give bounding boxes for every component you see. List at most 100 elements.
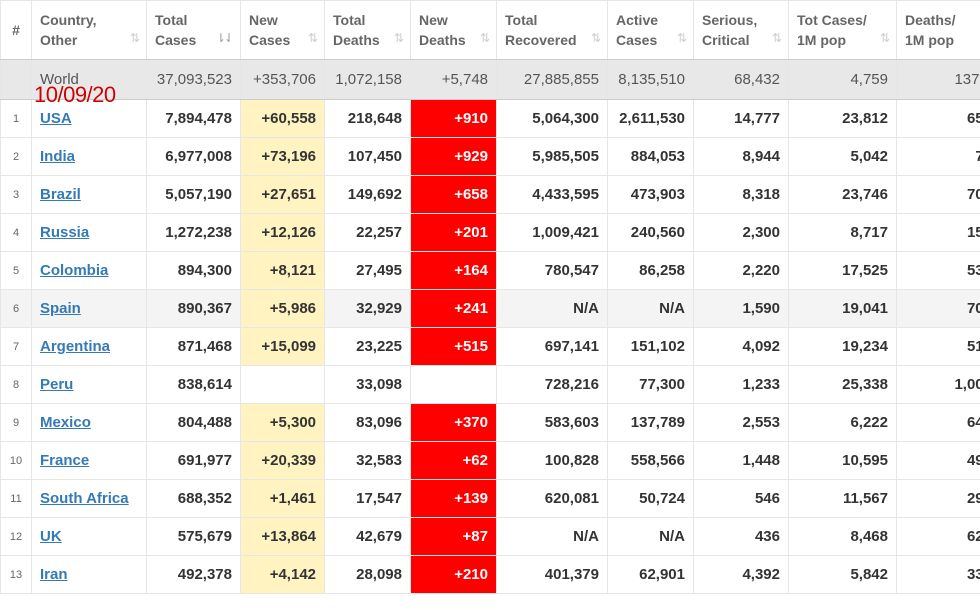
table-row: 6 Spain 890,367 +5,986 32,929 +241 N/A N/A 1,590… bbox=[0, 289, 980, 328]
cases-per-million-cell: 10,595 bbox=[788, 441, 897, 480]
world-label: World bbox=[40, 71, 79, 88]
deaths-per-million-cell: 152 bbox=[896, 213, 980, 252]
total-deaths-cell: 32,929 bbox=[324, 289, 411, 328]
col-header-cases-per-million[interactable]: Tot Cases/ 1M pop ⇅ bbox=[788, 0, 897, 60]
country-cell: UK bbox=[31, 517, 147, 556]
new-cases-cell: +15,099 bbox=[240, 327, 325, 366]
active-cases-cell: 137,789 bbox=[607, 403, 694, 442]
sort-icon[interactable]: ⇅ bbox=[393, 31, 404, 45]
country-link[interactable]: Brazil bbox=[40, 186, 81, 203]
cases-per-million-cell: 25,338 bbox=[788, 365, 897, 404]
table-row: 7 Argentina 871,468 +15,099 23,225 +515 697,14… bbox=[0, 327, 980, 366]
col-header-active-cases[interactable]: Active Cases ⇅ bbox=[607, 0, 694, 60]
country-link[interactable]: Russia bbox=[40, 224, 90, 241]
cases-per-million-cell: 4,759 bbox=[788, 59, 897, 100]
rank-cell: 5 bbox=[0, 251, 32, 290]
country-cell: Russia bbox=[31, 213, 147, 252]
country-link[interactable]: Mexico bbox=[40, 414, 91, 431]
active-cases-cell: 558,566 bbox=[607, 441, 694, 480]
country-cell: World bbox=[31, 59, 147, 100]
new-cases-cell: +12,126 bbox=[240, 213, 325, 252]
col-header-new-cases[interactable]: New Cases ⇅ bbox=[240, 0, 325, 60]
new-cases-cell: +13,864 bbox=[240, 517, 325, 556]
country-link[interactable]: Iran bbox=[40, 566, 68, 583]
serious-critical-cell: 2,300 bbox=[693, 213, 789, 252]
total-recovered-cell: 5,064,300 bbox=[496, 99, 608, 138]
cases-per-million-cell: 19,234 bbox=[788, 327, 897, 366]
col-header-total-deaths[interactable]: Total Deaths ⇅ bbox=[324, 0, 411, 60]
total-cases-cell: 7,894,478 bbox=[146, 99, 241, 138]
new-cases-cell bbox=[240, 365, 325, 404]
rank-cell: 8 bbox=[0, 365, 32, 404]
total-recovered-cell: N/A bbox=[496, 289, 608, 328]
new-cases-cell: +8,121 bbox=[240, 251, 325, 290]
col-header-new-deaths[interactable]: New Deaths ⇅ bbox=[410, 0, 497, 60]
country-cell: Mexico bbox=[31, 403, 147, 442]
sort-icon[interactable]: ⇅ bbox=[590, 31, 601, 45]
sort-icon[interactable]: ⇅ bbox=[879, 31, 890, 45]
sort-icon[interactable]: ⇅ bbox=[307, 31, 318, 45]
active-cases-cell: N/A bbox=[607, 289, 694, 328]
cases-per-million-cell: 17,525 bbox=[788, 251, 897, 290]
deaths-per-million-cell: 1,000 bbox=[896, 365, 980, 404]
deaths-per-million-cell: 295 bbox=[896, 479, 980, 518]
country-link[interactable]: Peru bbox=[40, 376, 74, 393]
active-cases-cell: 86,258 bbox=[607, 251, 694, 290]
new-cases-cell: +1,461 bbox=[240, 479, 325, 518]
col-header-country[interactable]: Country, Other ⇅ bbox=[31, 0, 147, 60]
country-link[interactable]: Colombia bbox=[40, 262, 109, 279]
table-row: 8 Peru 838,614 33,098 728,216 77,300 1,233 25,3… bbox=[0, 365, 980, 404]
col-header-total-recovered[interactable]: Total Recovered ⇅ bbox=[496, 0, 608, 60]
total-cases-cell: 871,468 bbox=[146, 327, 241, 366]
total-cases-cell: 37,093,523 bbox=[146, 59, 241, 100]
col-header-rank[interactable]: # bbox=[0, 0, 32, 60]
cases-per-million-cell: 6,222 bbox=[788, 403, 897, 442]
country-link[interactable]: USA bbox=[40, 110, 72, 127]
table-row: 4 Russia 1,272,238 +12,126 22,257 +201 1,009,4… bbox=[0, 213, 980, 252]
new-deaths-cell: +210 bbox=[410, 555, 497, 594]
sort-desc-icon[interactable]: ⇂⇃ bbox=[215, 31, 234, 45]
country-cell: South Africa bbox=[31, 479, 147, 518]
total-deaths-cell: 32,583 bbox=[324, 441, 411, 480]
deaths-per-million-cell: 333 bbox=[896, 555, 980, 594]
deaths-per-million-cell: 78 bbox=[896, 137, 980, 176]
total-recovered-cell: 780,547 bbox=[496, 251, 608, 290]
cases-per-million-cell: 11,567 bbox=[788, 479, 897, 518]
deaths-per-million-cell: 513 bbox=[896, 327, 980, 366]
col-header-deaths-per-million[interactable]: Deaths/ 1M pop ⇅ bbox=[896, 0, 980, 60]
cases-per-million-cell: 5,042 bbox=[788, 137, 897, 176]
country-link[interactable]: France bbox=[40, 452, 90, 469]
table-row: 5 Colombia 894,300 +8,121 27,495 +164 780,547 8… bbox=[0, 251, 980, 290]
rank-cell: 3 bbox=[0, 175, 32, 214]
country-link[interactable]: Argentina bbox=[40, 338, 111, 355]
new-deaths-cell: +658 bbox=[410, 175, 497, 214]
new-deaths-cell: +201 bbox=[410, 213, 497, 252]
new-cases-cell: +73,196 bbox=[240, 137, 325, 176]
country-cell: India bbox=[31, 137, 147, 176]
country-link[interactable]: UK bbox=[40, 528, 62, 545]
new-deaths-cell: +5,748 bbox=[410, 59, 497, 100]
sort-icon[interactable]: ⇅ bbox=[129, 31, 140, 45]
active-cases-cell: N/A bbox=[607, 517, 694, 556]
rank-cell: 12 bbox=[0, 517, 32, 556]
total-deaths-cell: 107,450 bbox=[324, 137, 411, 176]
active-cases-cell: 50,724 bbox=[607, 479, 694, 518]
country-link[interactable]: South Africa bbox=[40, 490, 129, 507]
col-header-serious-critical[interactable]: Serious, Critical ⇅ bbox=[693, 0, 789, 60]
country-link[interactable]: India bbox=[40, 148, 76, 165]
col-header-total-cases[interactable]: Total Cases ⇂⇃ bbox=[146, 0, 241, 60]
serious-critical-cell: 436 bbox=[693, 517, 789, 556]
table-body: World 37,093,523 +353,706 1,072,158 +5,7… bbox=[0, 59, 980, 594]
table-row: 1 USA 7,894,478 +60,558 218,648 +910 5,064,300… bbox=[0, 99, 980, 138]
country-link[interactable]: Spain bbox=[40, 300, 81, 317]
total-recovered-cell: 1,009,421 bbox=[496, 213, 608, 252]
rank-cell bbox=[0, 59, 32, 100]
table-row: 12 UK 575,679 +13,864 42,679 +87 N/A N/A 436 8,46… bbox=[0, 517, 980, 556]
sort-icon[interactable]: ⇅ bbox=[479, 31, 490, 45]
sort-icon[interactable]: ⇅ bbox=[676, 31, 687, 45]
sort-icon[interactable]: ⇅ bbox=[771, 31, 782, 45]
cases-per-million-cell: 5,842 bbox=[788, 555, 897, 594]
table-header: # Country, Other ⇅ Total Cases ⇂⇃ New Ca… bbox=[0, 0, 980, 60]
total-recovered-cell: 697,141 bbox=[496, 327, 608, 366]
total-cases-cell: 492,378 bbox=[146, 555, 241, 594]
